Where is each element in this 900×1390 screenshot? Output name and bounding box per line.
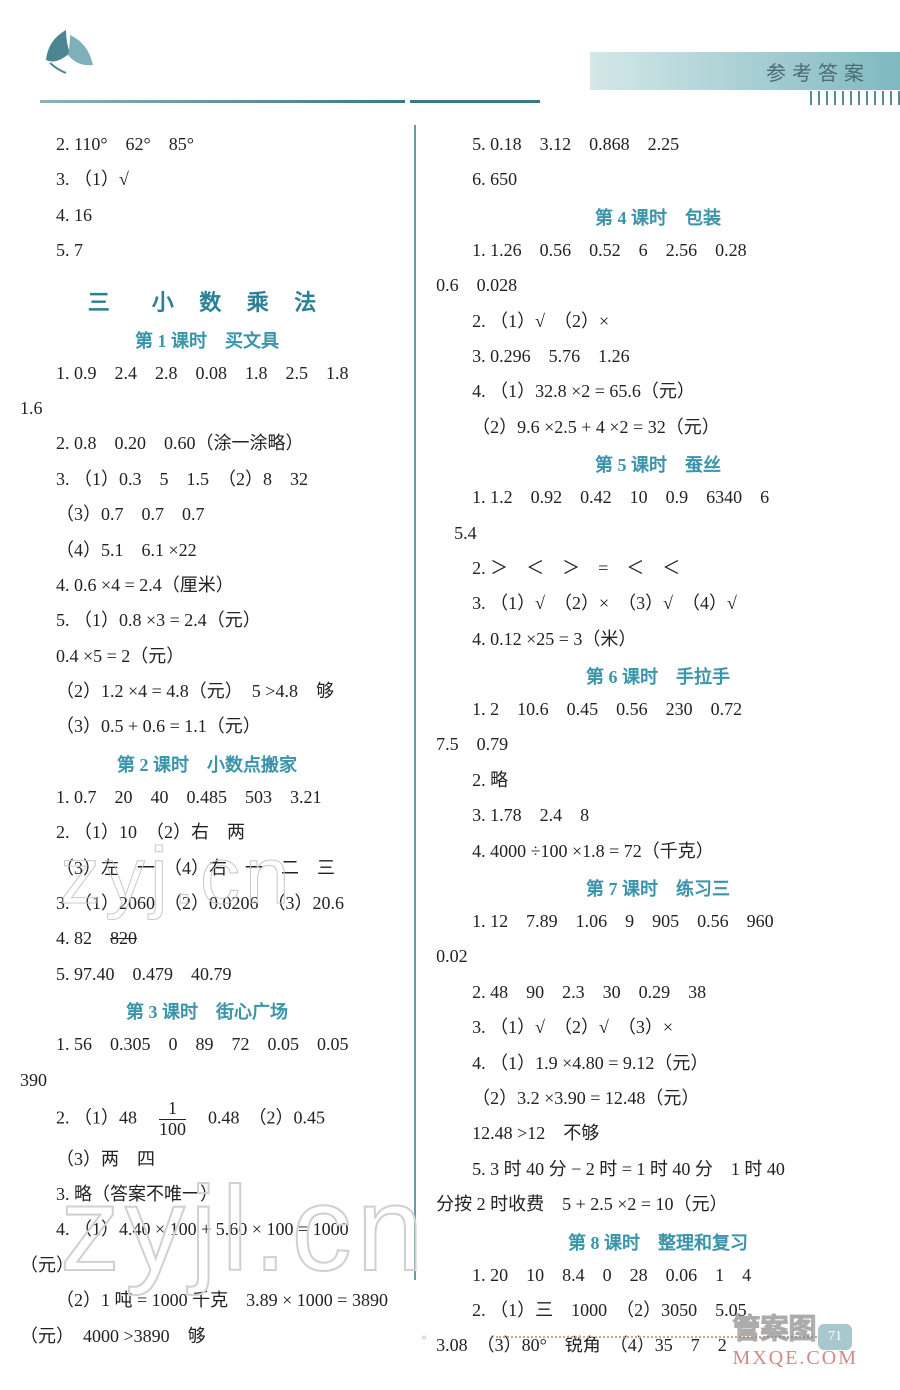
answer-line: 3. （1）0.3 5 1.5 （2）8 32 <box>20 463 394 495</box>
header-bar: 参考答案 <box>590 52 900 90</box>
page-number: 71 <box>818 1324 852 1350</box>
lesson-title: 第 8 课时 整理和复习 <box>436 1229 880 1255</box>
answer-line: 2. ＞ ＜ ＞ = ＜ ＜ <box>436 552 880 584</box>
answer-line: （2）1 吨 = 1000 千克 3.89 × 1000 = 3890 <box>20 1284 394 1316</box>
answer-line: 1.6 <box>20 392 394 424</box>
answer-line: 4. （1）4.40 × 100 + 5.60 × 100 = 1000 <box>20 1213 394 1245</box>
lesson-title: 第 4 课时 包装 <box>436 204 880 230</box>
left-column: 2. 110° 62° 85° 3. （1）√ 4. 16 5. 7 三 小 数… <box>0 120 414 1370</box>
answer-line: 2. 0.8 0.20 0.60（涂一涂略） <box>20 427 394 459</box>
answer-line: 3. （1）2060 （2）0.0206 （3）20.6 <box>20 887 394 919</box>
answer-line: 4. 16 <box>20 199 394 231</box>
answer-line: 3. （1）√ <box>20 163 394 195</box>
lesson-title: 第 2 课时 小数点搬家 <box>20 751 394 777</box>
header-ticks <box>810 91 900 105</box>
answer-line: 4. 82 820 <box>20 922 394 954</box>
lesson-title: 第 1 课时 买文具 <box>20 327 394 353</box>
answer-line: 4. （1）1.9 ×4.80 = 9.12（元） <box>436 1047 880 1079</box>
fraction: 1100 <box>159 1099 186 1140</box>
answer-line: 1. 0.9 2.4 2.8 0.08 1.8 2.5 1.8 <box>20 357 394 389</box>
answer-line: 3. 0.296 5.76 1.26 <box>436 340 880 372</box>
answer-line: 1. 12 7.89 1.06 9 905 0.56 960 <box>436 905 880 937</box>
lesson-title: 第 7 课时 练习三 <box>436 875 880 901</box>
content: 2. 110° 62° 85° 3. （1）√ 4. 16 5. 7 三 小 数… <box>0 120 900 1370</box>
answer-line: 1. 20 10 8.4 0 28 0.06 1 4 <box>436 1259 880 1291</box>
answer-line: 0.6 0.028 <box>436 269 880 301</box>
right-column: 5. 0.18 3.12 0.868 2.25 6. 650 第 4 课时 包装… <box>416 120 900 1370</box>
answer-line: 1. 56 0.305 0 89 72 0.05 0.05 <box>20 1028 394 1060</box>
footer-dot: ▫ <box>422 1330 426 1345</box>
answer-line: （元） 4000 >3890 够 <box>20 1320 394 1352</box>
answer-line: （4）5.1 6.1 ×22 <box>20 534 394 566</box>
answer-line: （2）1.2 ×4 = 4.8（元） 5 >4.8 够 <box>20 675 394 707</box>
answer-line: 2. （1）48 1100 0.48 （2）0.45 <box>20 1099 394 1140</box>
answer-line: 3. （1）√ （2）√ （3）× <box>436 1011 880 1043</box>
answer-line: 2. （1）√ （2）× <box>436 305 880 337</box>
answer-line: 6. 650 <box>436 163 880 195</box>
answer-line: 3. （1）√ （2）× （3）√ （4）√ <box>436 587 880 619</box>
answer-line: 12.48 >12 不够 <box>436 1117 880 1149</box>
strike-text: 820 <box>110 928 137 948</box>
answer-line: 分按 2 时收费 5 + 2.5 ×2 = 10（元） <box>436 1188 880 1220</box>
answer-line: 5. 7 <box>20 234 394 266</box>
answer-line: 5. 0.18 3.12 0.868 2.25 <box>436 128 880 160</box>
answer-line: （3）左 一 （4）右 一 二 三 <box>20 852 394 884</box>
answer-line: 2. 110° 62° 85° <box>20 128 394 160</box>
answer-line: 5.4 <box>436 517 880 549</box>
answer-line: 0.4 ×5 = 2（元） <box>20 640 394 672</box>
leaf-icon <box>38 25 103 80</box>
answer-line: 390 <box>20 1064 394 1096</box>
text: 0.48 （2）0.45 <box>190 1107 325 1127</box>
leaf-svg <box>38 25 103 80</box>
denominator: 100 <box>159 1120 186 1140</box>
lesson-title: 第 5 课时 蚕丝 <box>436 451 880 477</box>
answer-line: 5. 97.40 0.479 40.79 <box>20 958 394 990</box>
answer-line: 2. （1）10 （2）右 两 <box>20 816 394 848</box>
answer-line: （元） <box>20 1249 394 1281</box>
text: 2. （1）48 <box>56 1107 155 1127</box>
answer-line: 4. 4000 ÷100 ×1.8 = 72（千克） <box>436 835 880 867</box>
answer-line: 1. 1.2 0.92 0.42 10 0.9 6340 6 <box>436 481 880 513</box>
answer-line: 0.02 <box>436 940 880 972</box>
answer-line: 4. 0.6 ×4 = 2.4（厘米） <box>20 569 394 601</box>
answer-line: 4. 0.12 ×25 = 3（米） <box>436 623 880 655</box>
answer-line: 2. 略 <box>436 764 880 796</box>
lesson-title: 第 6 课时 手拉手 <box>436 663 880 689</box>
answer-line: 3. 略（答案不唯一） <box>20 1178 394 1210</box>
answer-line: （2）9.6 ×2.5 + 4 ×2 = 32（元） <box>436 411 880 443</box>
answer-line: （3）0.5 + 0.6 = 1.1（元） <box>20 710 394 742</box>
answer-line: 4. （1）32.8 ×2 = 65.6（元） <box>436 375 880 407</box>
answer-line: （3）两 四 <box>20 1143 394 1175</box>
answer-line: 5. （1）0.8 ×3 = 2.4（元） <box>20 604 394 636</box>
lesson-title: 第 3 课时 街心广场 <box>20 998 394 1024</box>
underline-right <box>410 100 540 103</box>
header-title: 参考答案 <box>766 57 870 86</box>
answer-line: 1. 0.7 20 40 0.485 503 3.21 <box>20 781 394 813</box>
answer-line: （3）0.7 0.7 0.7 <box>20 498 394 530</box>
unit-title: 三 小 数 乘 法 <box>20 285 394 317</box>
answer-line: 7.5 0.79 <box>436 728 880 760</box>
answer-line: 2. 48 90 2.3 30 0.29 38 <box>436 976 880 1008</box>
answer-line: 5. 3 时 40 分 − 2 时 = 1 时 40 分 1 时 40 <box>436 1153 880 1185</box>
underline-left <box>40 100 405 103</box>
answer-line: 1. 2 10.6 0.45 0.56 230 0.72 <box>436 693 880 725</box>
logo-bottom: MXQE.COM <box>733 1347 858 1370</box>
answer-line: 1. 1.26 0.56 0.52 6 2.56 0.28 <box>436 234 880 266</box>
numerator: 1 <box>159 1099 186 1120</box>
answer-line: 3. 1.78 2.4 8 <box>436 799 880 831</box>
answer-line: （2）3.2 ×3.90 = 12.48（元） <box>436 1082 880 1114</box>
